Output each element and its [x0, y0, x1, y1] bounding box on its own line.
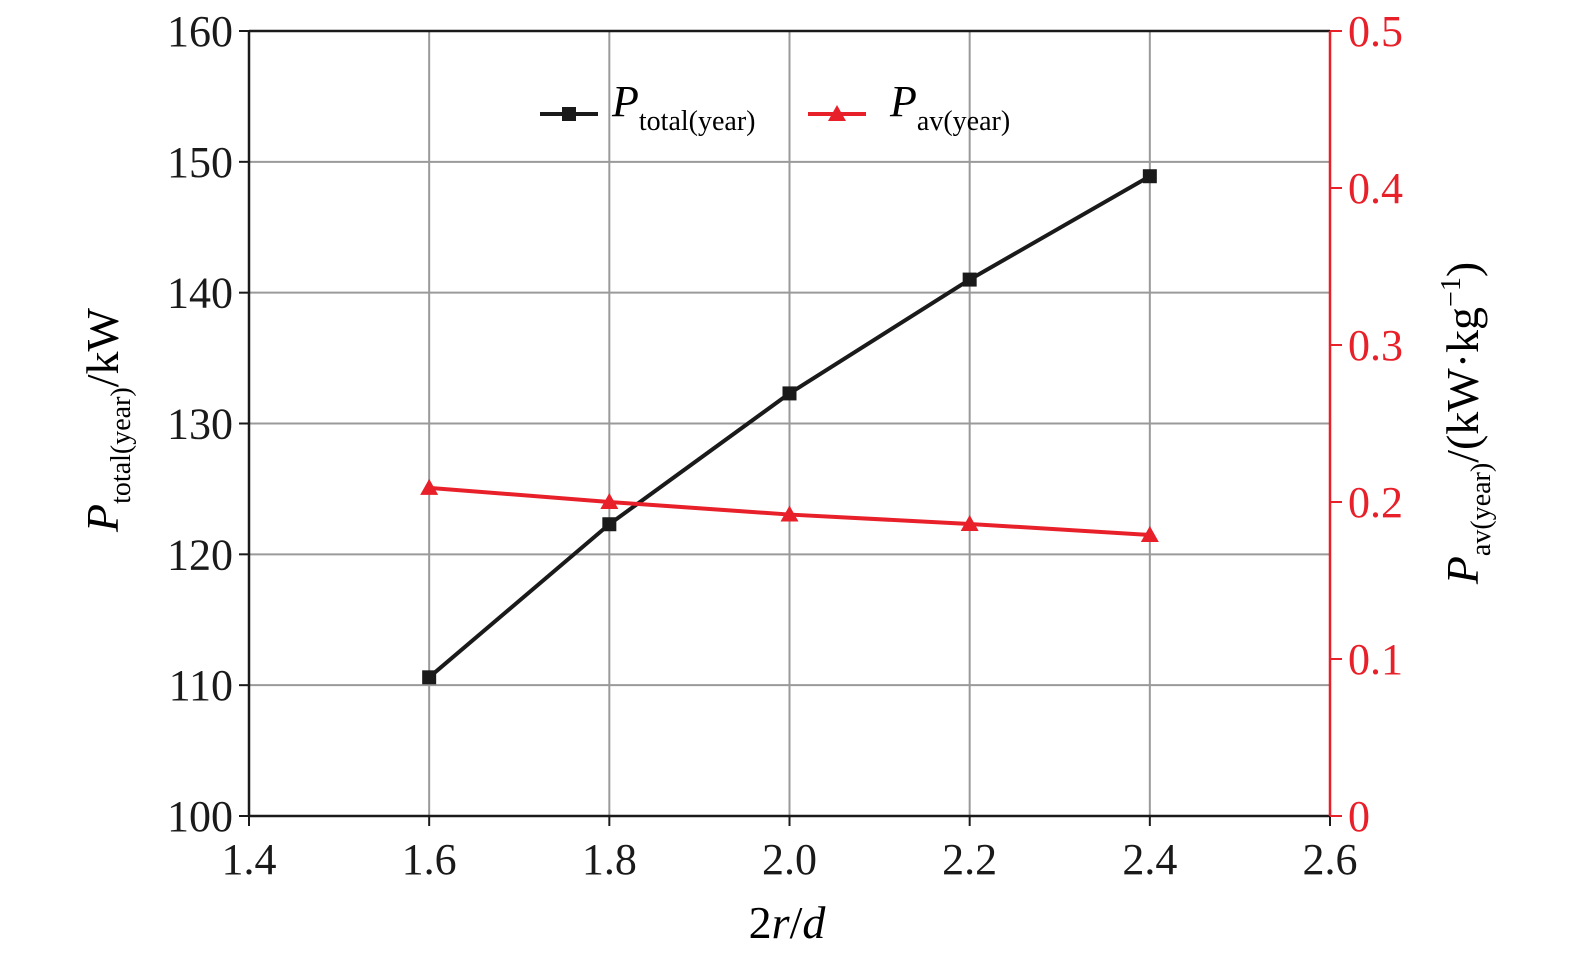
data-point-square	[422, 670, 437, 685]
axes	[239, 29, 1342, 826]
x-tick-label: 2.4	[1122, 835, 1177, 884]
y-right-unit-sup: −1	[1436, 277, 1467, 307]
y-right-tick-label: 0.1	[1348, 635, 1403, 684]
x-tick-label: 2.2	[942, 835, 997, 884]
x-axis-label: 2r/d	[749, 897, 827, 948]
y-left-symbol: P	[77, 504, 128, 533]
y-left-tick-label: 100	[167, 792, 233, 841]
legend-av-symbol: P	[889, 77, 917, 126]
legend-label-total: Ptotal(year)	[611, 77, 755, 137]
y-right-symbol: P	[1437, 556, 1488, 585]
x-label-var: r	[772, 897, 791, 948]
data-point-triangle	[600, 493, 619, 509]
y-left-tick-label: 160	[167, 7, 233, 56]
x-tick-label: 1.8	[582, 835, 637, 884]
legend-marker-square	[562, 107, 576, 121]
y-left-tick-label: 120	[167, 530, 233, 579]
tick-labels: 1.4 1.6 1.8 2.0 2.2 2.4 2.6 100 110 120 130 140 150 1…	[167, 7, 1403, 884]
legend-av-sub: av(year)	[917, 106, 1010, 137]
x-tick-label: 1.6	[402, 835, 457, 884]
y-left-tick-label: 110	[169, 661, 233, 710]
y-axis-left-label: Ptotal(year)/kW	[77, 307, 137, 532]
data-point-square	[962, 272, 977, 287]
y-right-tick-label: 0	[1348, 792, 1370, 841]
data-point-triangle	[420, 478, 439, 495]
y-axis-right-label: Pav(year)/(kW·kg−1)	[1436, 262, 1497, 585]
y-left-tick-label: 140	[167, 269, 233, 318]
y-right-tick-label: 0.2	[1348, 478, 1403, 527]
data-point-square	[782, 386, 797, 401]
y-right-subscript: av(year)	[1466, 463, 1497, 556]
data-point-square	[1142, 169, 1157, 184]
data-point-square	[602, 517, 617, 532]
y-right-unit: /(kW·kg	[1437, 307, 1488, 463]
legend-total-sub: total(year)	[639, 106, 756, 137]
y-left-tick-label: 150	[167, 138, 233, 187]
y-left-tick-label: 130	[167, 400, 233, 449]
x-tick-label: 2.6	[1303, 835, 1358, 884]
y-left-subscript: total(year)	[106, 387, 137, 504]
x-label-prefix: 2	[749, 897, 772, 948]
y-right-tick-label: 0.4	[1348, 164, 1403, 213]
grid	[249, 31, 1330, 816]
data-point-triangle	[960, 514, 979, 531]
y-right-unit-close: )	[1437, 262, 1488, 277]
legend-total-symbol: P	[611, 77, 639, 126]
x-label-slash: /	[790, 897, 803, 948]
data-point-triangle	[780, 505, 799, 522]
x-tick-label: 1.4	[222, 835, 277, 884]
y-right-tick-label: 0.5	[1348, 7, 1403, 56]
legend: Ptotal(year) Pav(year)	[540, 77, 1010, 137]
y-right-tick-label: 0.3	[1348, 321, 1403, 370]
legend-marker-triangle	[828, 105, 846, 121]
legend-label-av: Pav(year)	[889, 77, 1010, 137]
data-point-triangle	[1140, 525, 1159, 542]
y-left-unit: /kW	[77, 307, 128, 387]
x-tick-label: 2.0	[762, 835, 817, 884]
series	[420, 169, 1159, 685]
x-label-var2: d	[802, 897, 826, 948]
